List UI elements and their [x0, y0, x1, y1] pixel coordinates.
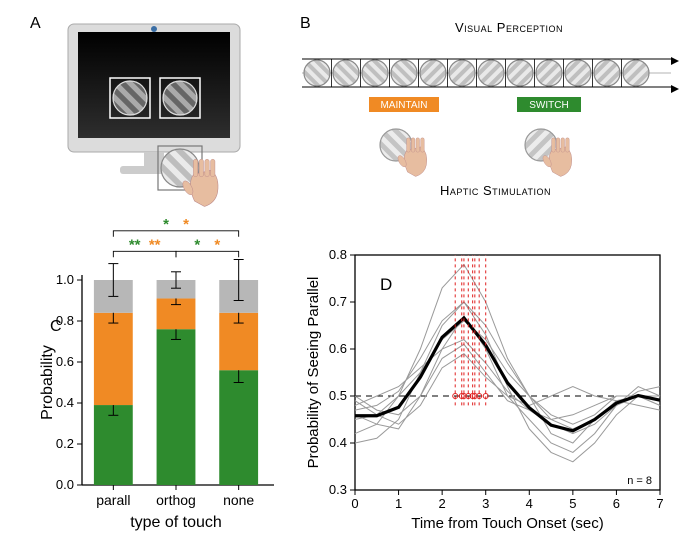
svg-text:SWITCH: SWITCH [529, 100, 568, 111]
svg-text:0.6: 0.6 [329, 341, 347, 356]
panel-a [60, 18, 260, 208]
svg-text:5: 5 [569, 496, 576, 511]
svg-text:1.0: 1.0 [56, 272, 74, 287]
svg-text:6: 6 [613, 496, 620, 511]
svg-text:MAINTAIN: MAINTAIN [380, 100, 427, 111]
svg-text:*: * [194, 236, 200, 253]
haptic-stimulation-label: Haptic Stimulation [440, 183, 551, 198]
svg-text:0.8: 0.8 [329, 247, 347, 262]
svg-text:1: 1 [395, 496, 402, 511]
panel-a-svg [60, 18, 260, 218]
svg-text:Probability of Seeing Parallel: Probability of Seeing Parallel [305, 277, 322, 469]
svg-text:0.2: 0.2 [56, 436, 74, 451]
svg-text:none: none [223, 492, 254, 508]
svg-text:**: ** [129, 236, 141, 253]
svg-text:parall: parall [96, 492, 130, 508]
panel-label-a: A [30, 15, 41, 33]
svg-text:0.5: 0.5 [329, 388, 347, 403]
panel-b-svg: MAINTAIN SWITCH [305, 18, 675, 188]
svg-text:Probability: Probability [39, 345, 56, 420]
svg-text:0.8: 0.8 [56, 313, 74, 328]
svg-text:0.4: 0.4 [56, 395, 74, 410]
panel-d: 0 1 2 3 4 5 6 7 0.3 0.4 0.5 0.6 0.7 0.8 n = 8 Probabili… [300, 245, 670, 535]
svg-text:*: * [183, 216, 189, 233]
svg-text:orthog: orthog [156, 492, 196, 508]
svg-text:0.7: 0.7 [329, 294, 347, 309]
panel-d-svg: 0 1 2 3 4 5 6 7 0.3 0.4 0.5 0.6 0.7 0.8 n = 8 Probabili… [300, 245, 670, 535]
visual-perception-label: Visual Perception [455, 20, 563, 35]
svg-text:Time from Touch Onset (sec): Time from Touch Onset (sec) [411, 515, 604, 532]
svg-text:*: * [214, 236, 220, 253]
svg-text:3: 3 [482, 496, 489, 511]
svg-text:0: 0 [351, 496, 358, 511]
panel-c-svg: 0.00.20.40.60.81.0parallorthognone******… [40, 240, 280, 535]
svg-text:n = 8: n = 8 [627, 475, 652, 487]
svg-text:0.3: 0.3 [329, 482, 347, 497]
svg-text:0.4: 0.4 [329, 435, 347, 450]
svg-text:0.6: 0.6 [56, 354, 74, 369]
svg-text:type of touch: type of touch [130, 514, 222, 531]
svg-text:7: 7 [656, 496, 663, 511]
panel-c: 0.00.20.40.60.81.0parallorthognone******… [40, 240, 280, 535]
svg-text:**: ** [149, 236, 161, 253]
panel-b: Visual Perception MAINTAIN SWITCH Haptic … [305, 18, 675, 208]
svg-text:*: * [163, 216, 169, 233]
svg-text:4: 4 [526, 496, 533, 511]
svg-text:0.0: 0.0 [56, 477, 74, 492]
svg-text:2: 2 [439, 496, 446, 511]
